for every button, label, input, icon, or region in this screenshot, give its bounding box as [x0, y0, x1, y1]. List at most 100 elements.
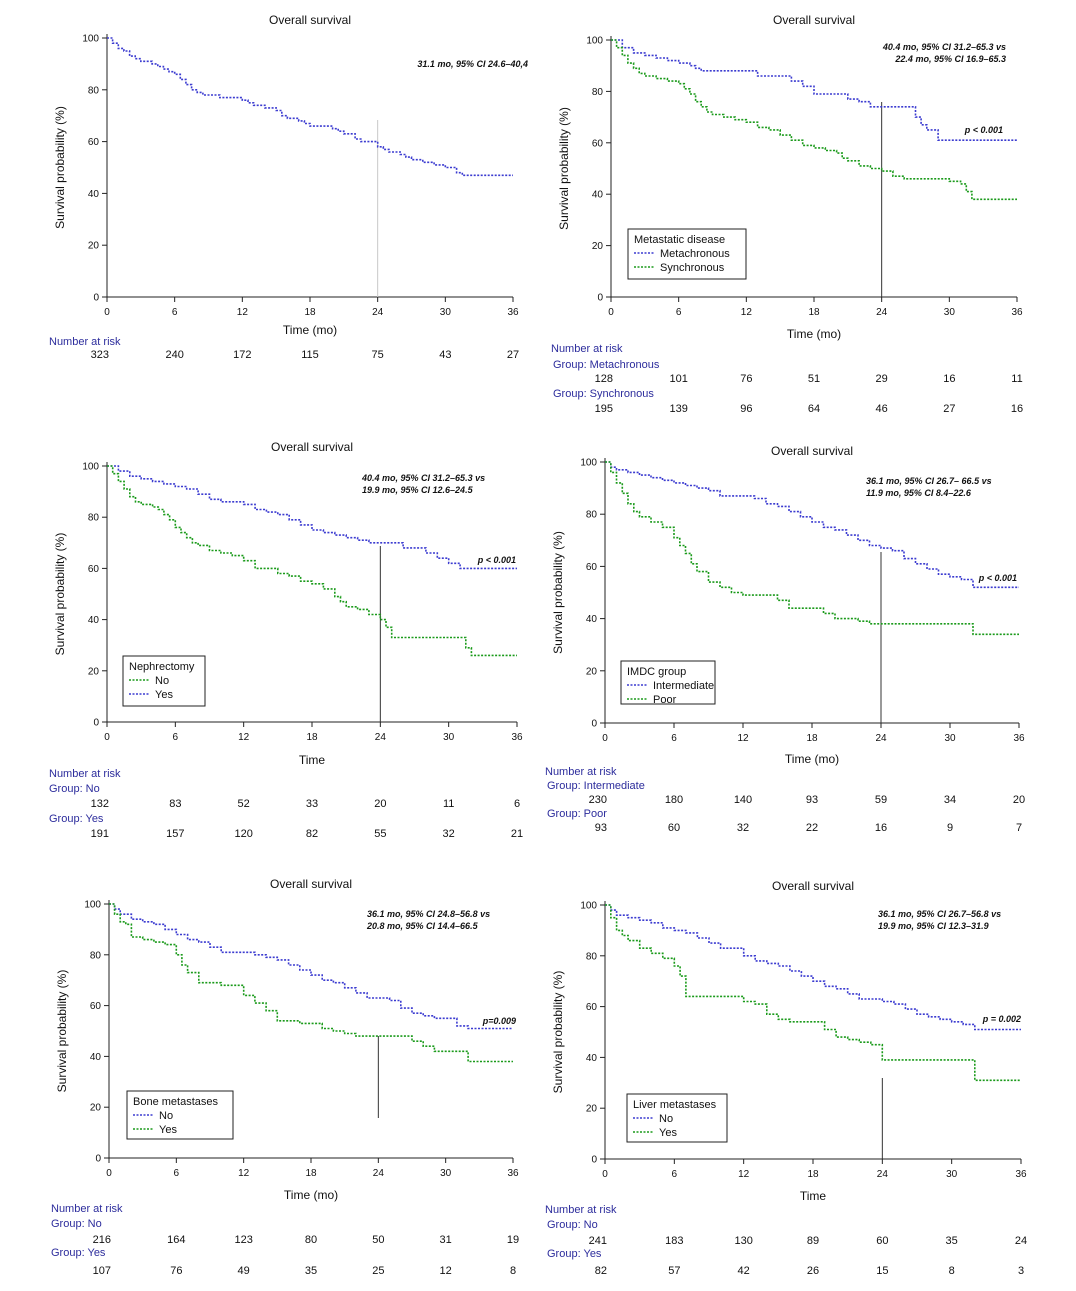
chart-title: Overall survival	[271, 440, 353, 454]
y-tick-label: 60	[592, 138, 604, 149]
x-tick-label: 24	[875, 733, 887, 744]
km-panel-2: Overall survival 0 20 40 60 80 100 0 6 12 18 24 30 36…	[551, 13, 1023, 415]
risk-count: 12	[440, 1265, 452, 1277]
x-tick-label: 18	[808, 307, 820, 318]
risk-count: 180	[665, 794, 683, 806]
km-panel-5: Overall survival 0 20 40 60 80 100 0 6 12 18 24 30 36…	[51, 877, 519, 1277]
y-tick-label: 100	[580, 901, 597, 912]
y-tick-label: 80	[592, 87, 604, 98]
median-ci-annotation: 36.1 mo, 95% CI 26.7– 66.5 vs	[866, 476, 992, 486]
legend-box	[122, 655, 206, 707]
x-tick-label: 36	[511, 732, 523, 743]
x-tick-label: 12	[738, 1169, 750, 1180]
y-tick-label: 60	[88, 137, 100, 148]
risk-count: 76	[740, 373, 752, 385]
risk-count: 32	[737, 822, 749, 834]
x-tick-label: 36	[1013, 733, 1025, 744]
x-axis-label: Time (mo)	[787, 327, 841, 341]
chart-title: Overall survival	[773, 13, 855, 27]
km-curve-synchronous	[611, 39, 1017, 201]
y-tick-label: 20	[88, 666, 100, 677]
legend: Liver metastases No Yes	[626, 1093, 728, 1143]
km-panel-3: Overall survival 0 20 40 60 80 100 0 6 12 18 24 30 36…	[49, 440, 523, 840]
risk-count: 230	[589, 794, 607, 806]
risk-count: 57	[668, 1265, 680, 1277]
number-at-risk-header: Number at risk	[49, 336, 121, 348]
risk-count: 43	[439, 349, 451, 361]
y-tick-label: 80	[90, 950, 102, 961]
number-at-risk-header: Number at risk	[545, 766, 617, 778]
risk-count: 11	[443, 798, 454, 810]
p-value-label: p < 0.001	[964, 125, 1003, 135]
risk-count: 35	[946, 1235, 958, 1247]
risk-count: 46	[876, 403, 888, 415]
risk-count: 9	[947, 822, 953, 834]
median-ci-annotation: 19.9 mo, 95% CI 12.6–24.5	[362, 485, 474, 495]
y-tick-label: 60	[586, 562, 598, 573]
risk-count: 83	[169, 798, 181, 810]
x-axis-label: Time (mo)	[283, 323, 337, 337]
risk-count: 128	[595, 373, 613, 385]
risk-count: 323	[91, 349, 109, 361]
legend-entry-label: Metachronous	[660, 248, 730, 260]
y-axis-label: Survival probability (%)	[55, 970, 69, 1093]
risk-count: 35	[305, 1265, 317, 1277]
risk-count: 6	[514, 798, 520, 810]
p-value-label: p < 0.001	[477, 555, 516, 565]
risk-count: 19	[507, 1234, 519, 1246]
risk-count: 82	[306, 828, 318, 840]
x-tick-label: 36	[507, 1168, 519, 1179]
risk-group-label: Group: Yes	[49, 813, 104, 825]
risk-count: 240	[165, 349, 183, 361]
risk-count: 164	[167, 1234, 185, 1246]
legend-title: Metastatic disease	[634, 234, 725, 246]
x-tick-label: 24	[373, 1168, 385, 1179]
p-value-label: p < 0.001	[978, 573, 1017, 583]
y-tick-label: 100	[586, 36, 603, 47]
risk-count: 20	[1013, 794, 1025, 806]
risk-count: 15	[876, 1265, 888, 1277]
x-tick-label: 12	[238, 732, 250, 743]
legend-entry-label: No	[659, 1113, 673, 1125]
y-tick-label: 60	[586, 1002, 598, 1013]
number-at-risk-header: Number at risk	[551, 343, 623, 355]
y-axis-label: Survival probability (%)	[557, 107, 571, 230]
risk-count: 31	[440, 1234, 452, 1246]
y-axis-label: Survival probability (%)	[551, 531, 565, 654]
y-tick-label: 0	[93, 293, 99, 304]
y-tick-label: 80	[586, 510, 598, 521]
median-ci-annotation: 11.9 mo, 95% CI 8.4–22.6	[866, 488, 972, 498]
y-tick-label: 0	[591, 1155, 597, 1166]
risk-count: 76	[170, 1265, 182, 1277]
y-axis-label: Survival probability (%)	[551, 971, 565, 1094]
median-ci-annotation: 40.4 mo, 95% CI 31.2–65.3 vs	[882, 42, 1006, 52]
legend-title: IMDC group	[627, 666, 686, 678]
risk-count: 16	[875, 822, 887, 834]
x-tick-label: 0	[602, 1169, 608, 1180]
y-tick-label: 20	[88, 241, 100, 252]
legend: Metastatic disease Metachronous Synchronou…	[627, 228, 747, 280]
chart-title: Overall survival	[269, 13, 351, 27]
risk-count: 16	[1011, 403, 1023, 415]
x-tick-label: 0	[104, 307, 110, 318]
risk-count: 101	[669, 373, 687, 385]
x-tick-label: 0	[602, 733, 608, 744]
x-tick-label: 24	[375, 732, 387, 743]
risk-count: 24	[1015, 1235, 1027, 1247]
risk-count: 11	[1011, 373, 1022, 385]
risk-count: 93	[806, 794, 818, 806]
risk-count: 3	[1018, 1265, 1024, 1277]
y-tick-label: 0	[95, 1154, 101, 1165]
y-tick-label: 80	[88, 85, 100, 96]
risk-group-label: Group: Synchronous	[553, 388, 654, 400]
risk-count: 27	[507, 349, 519, 361]
risk-count: 42	[738, 1265, 750, 1277]
number-at-risk-table: Number at risk Group: Metachronous 128 101 7…	[551, 343, 1023, 415]
x-tick-label: 0	[104, 732, 110, 743]
risk-count: 172	[233, 349, 251, 361]
y-tick-label: 0	[597, 293, 603, 304]
number-at-risk-header: Number at risk	[545, 1204, 617, 1216]
risk-count: 20	[374, 798, 386, 810]
legend-title: Bone metastases	[133, 1096, 218, 1108]
